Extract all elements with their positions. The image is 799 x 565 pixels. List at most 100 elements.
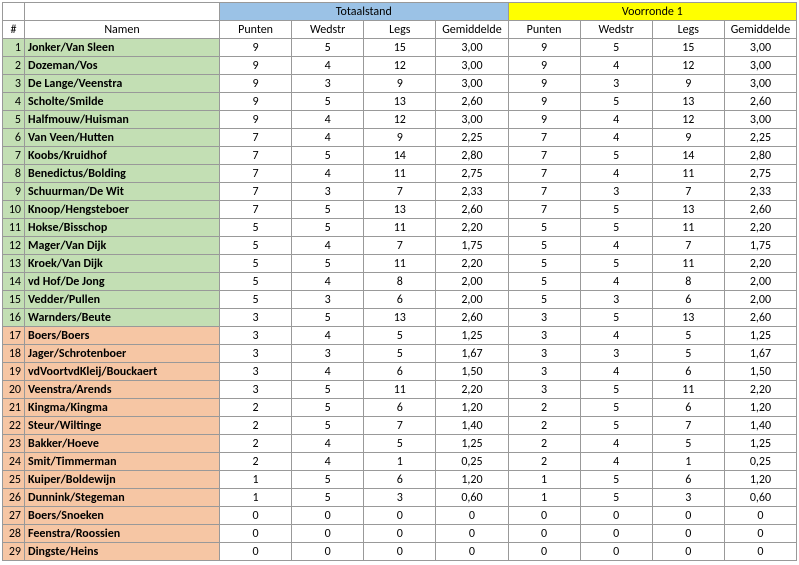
- cell-value: 5: [580, 39, 652, 57]
- cell-value: 3: [508, 345, 580, 363]
- cell-value: 2,00: [436, 291, 508, 309]
- cell-value: 15: [364, 39, 436, 57]
- cell-value: 7: [364, 417, 436, 435]
- cell-value: 5: [292, 39, 364, 57]
- cell-value: 6: [364, 471, 436, 489]
- cell-value: 5: [580, 147, 652, 165]
- cell-value: 9: [508, 39, 580, 57]
- table-row: 1Jonker/Van Sleen95153,0095153,00: [3, 39, 797, 57]
- cell-value: 0: [292, 507, 364, 525]
- cell-value: 0: [292, 543, 364, 561]
- table-row: 28Feenstra/Roossien00000000: [3, 525, 797, 543]
- cell-value: 12: [652, 111, 724, 129]
- cell-value: 2: [220, 417, 292, 435]
- cell-value: 2: [508, 453, 580, 471]
- cell-index: 17: [3, 327, 25, 345]
- cell-value: 11: [652, 165, 724, 183]
- cell-value: 5: [508, 255, 580, 273]
- cell-value: 13: [652, 309, 724, 327]
- cell-name: Vedder/Pullen: [25, 291, 220, 309]
- cell-value: 3: [292, 291, 364, 309]
- cell-value: 2: [508, 435, 580, 453]
- cell-index: 6: [3, 129, 25, 147]
- cell-value: 1,20: [436, 399, 508, 417]
- cell-value: 1: [508, 471, 580, 489]
- cell-value: 2,20: [436, 255, 508, 273]
- standings-table: Totaalstand Voorronde 1 # Namen Punten W…: [2, 2, 797, 561]
- cell-value: 12: [652, 57, 724, 75]
- cell-name: Boers/Snoeken: [25, 507, 220, 525]
- cell-value: 5: [292, 201, 364, 219]
- cell-value: 3: [580, 75, 652, 93]
- cell-value: 1: [220, 471, 292, 489]
- header-row-columns: # Namen Punten Wedstr Legs Gemiddelde Pu…: [3, 21, 797, 39]
- cell-name: Knoop/Hengsteboer: [25, 201, 220, 219]
- table-body: 1Jonker/Van Sleen95153,0095153,002Dozema…: [3, 39, 797, 561]
- cell-value: 5: [580, 399, 652, 417]
- table-row: 21Kingma/Kingma2561,202561,20: [3, 399, 797, 417]
- cell-value: 4: [292, 435, 364, 453]
- cell-value: 4: [292, 237, 364, 255]
- table-row: 12Mager/Van Dijk5471,755471,75: [3, 237, 797, 255]
- cell-value: 4: [580, 363, 652, 381]
- cell-value: 14: [652, 147, 724, 165]
- col-header-gem-2: Gemiddelde: [724, 21, 796, 39]
- col-header-index: #: [3, 21, 25, 39]
- cell-value: 3: [580, 183, 652, 201]
- cell-value: 3,00: [724, 111, 796, 129]
- cell-value: 9: [220, 75, 292, 93]
- cell-name: Schuurman/De Wit: [25, 183, 220, 201]
- cell-index: 18: [3, 345, 25, 363]
- cell-value: 3: [508, 309, 580, 327]
- cell-name: Scholte/Smilde: [25, 93, 220, 111]
- cell-value: 1,67: [724, 345, 796, 363]
- cell-name: Dunnink/Stegeman: [25, 489, 220, 507]
- cell-value: 4: [580, 129, 652, 147]
- cell-index: 12: [3, 237, 25, 255]
- cell-value: 0,25: [436, 453, 508, 471]
- cell-value: 5: [292, 147, 364, 165]
- cell-value: 11: [364, 219, 436, 237]
- col-header-legs-1: Legs: [364, 21, 436, 39]
- cell-value: 0: [364, 525, 436, 543]
- cell-value: 13: [364, 309, 436, 327]
- cell-value: 5: [292, 93, 364, 111]
- cell-value: 0: [436, 543, 508, 561]
- cell-value: 5: [220, 237, 292, 255]
- cell-value: 5: [580, 219, 652, 237]
- cell-name: Jonker/Van Sleen: [25, 39, 220, 57]
- table-row: 7Koobs/Kruidhof75142,8075142,80: [3, 147, 797, 165]
- table-row: 17Boers/Boers3451,253451,25: [3, 327, 797, 345]
- cell-index: 20: [3, 381, 25, 399]
- cell-index: 1: [3, 39, 25, 57]
- cell-value: 0: [652, 525, 724, 543]
- cell-value: 2,00: [436, 273, 508, 291]
- cell-value: 4: [292, 165, 364, 183]
- cell-value: 1,67: [436, 345, 508, 363]
- cell-value: 5: [508, 273, 580, 291]
- table-row: 13Kroek/Van Dijk55112,2055112,20: [3, 255, 797, 273]
- cell-value: 5: [508, 219, 580, 237]
- col-header-punten-1: Punten: [220, 21, 292, 39]
- cell-value: 0: [508, 525, 580, 543]
- cell-value: 0,25: [724, 453, 796, 471]
- cell-index: 2: [3, 57, 25, 75]
- cell-value: 9: [220, 111, 292, 129]
- cell-value: 5: [580, 489, 652, 507]
- cell-value: 2,60: [436, 93, 508, 111]
- cell-value: 2: [220, 399, 292, 417]
- cell-value: 1: [364, 453, 436, 471]
- cell-value: 7: [652, 237, 724, 255]
- cell-value: 3: [292, 345, 364, 363]
- cell-name: Smit/Timmerman: [25, 453, 220, 471]
- table-row: 6Van Veen/Hutten7492,257492,25: [3, 129, 797, 147]
- cell-value: 9: [652, 75, 724, 93]
- cell-value: 2,25: [436, 129, 508, 147]
- cell-value: 9: [364, 75, 436, 93]
- cell-value: 5: [364, 345, 436, 363]
- cell-value: 6: [652, 291, 724, 309]
- table-row: 18Jager/Schrotenboer3351,673351,67: [3, 345, 797, 363]
- cell-value: 0: [508, 507, 580, 525]
- cell-value: 1,40: [724, 417, 796, 435]
- cell-name: Steur/Wiltinge: [25, 417, 220, 435]
